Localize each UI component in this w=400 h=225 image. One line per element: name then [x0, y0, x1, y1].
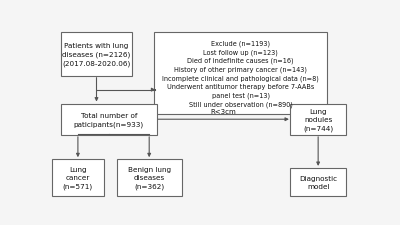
Text: Total number of
paticipants(n=933): Total number of paticipants(n=933) — [74, 112, 144, 127]
Text: Patients with lung
diseases (n=2126)
(2017.08-2020.06): Patients with lung diseases (n=2126) (20… — [62, 43, 131, 66]
FancyBboxPatch shape — [61, 33, 132, 76]
Text: Diagnostic
model: Diagnostic model — [299, 175, 337, 189]
Text: Lung
nodules
(n=744): Lung nodules (n=744) — [303, 108, 333, 131]
Text: Benign lung
diseases
(n=362): Benign lung diseases (n=362) — [128, 166, 171, 189]
FancyBboxPatch shape — [117, 160, 182, 196]
Text: R<3cm: R<3cm — [211, 108, 236, 115]
FancyBboxPatch shape — [290, 104, 346, 135]
Text: Exclude (n=1193)
Lost follow up (n=123)
Died of indefinite causes (n=16)
History: Exclude (n=1193) Lost follow up (n=123) … — [162, 40, 319, 107]
FancyBboxPatch shape — [61, 104, 157, 135]
FancyBboxPatch shape — [52, 160, 104, 196]
FancyBboxPatch shape — [290, 168, 346, 196]
FancyBboxPatch shape — [154, 33, 328, 115]
Text: Lung
cancer
(n=571): Lung cancer (n=571) — [63, 166, 93, 189]
